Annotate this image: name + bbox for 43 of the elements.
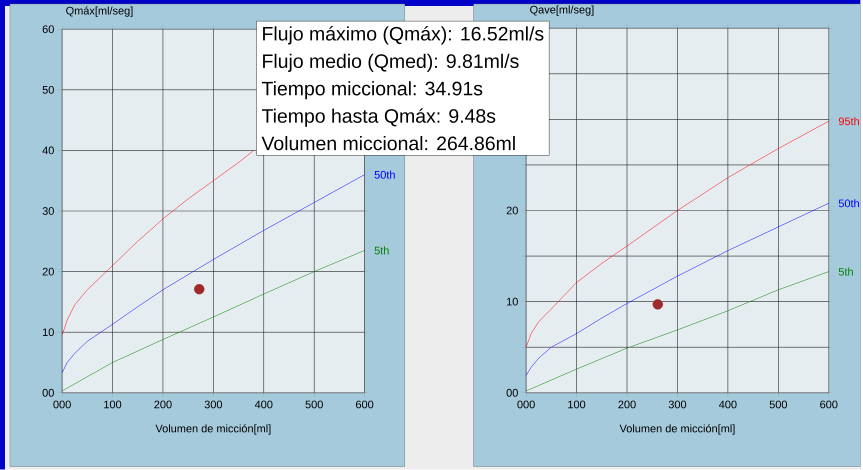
line-series [526, 203, 830, 376]
annotation: Tiempo hasta Qmáx: 9.48s [262, 108, 496, 127]
x-tick-label: 600 [820, 400, 838, 409]
y-axis-title: Qmáx[ml/seg] [66, 6, 132, 17]
x-tick-label: 000 [53, 400, 71, 409]
series-label: 5th [374, 246, 389, 255]
x-tick-label: 100 [568, 400, 586, 409]
x-tick-label: 600 [356, 400, 374, 409]
x-axis-title: Volumen de micción[ml] [620, 424, 735, 435]
series-label: 50th [838, 199, 859, 208]
y-tick-label: 40 [42, 146, 54, 155]
y-tick-label: 20 [42, 268, 54, 276]
y-tick-label: 20 [506, 206, 518, 215]
x-tick-label: 400 [254, 400, 272, 409]
line-series [62, 150, 254, 336]
x-tick-label: 100 [104, 400, 122, 409]
line-series [526, 121, 830, 348]
line-series [526, 272, 830, 392]
x-tick-label: 400 [718, 400, 737, 409]
annotation: Flujo medio (Qmed): 9.81ml/s [263, 54, 519, 72]
y-tick-label: 10 [42, 328, 54, 336]
x-tick-label: 200 [154, 400, 172, 409]
x-tick-label: 300 [204, 400, 222, 409]
series-label: 95th [838, 117, 859, 126]
x-tick-label: 500 [770, 400, 788, 409]
x-axis-title: Volumen de micción[ml] [156, 424, 270, 435]
series-label: 50th [374, 170, 395, 179]
x-tick-label: 500 [305, 400, 323, 409]
x-tick-label: 200 [618, 400, 636, 409]
annotation: Volumen miccional: 264.86ml [262, 136, 515, 150]
y-tick-label: 30 [42, 207, 54, 216]
y-tick-label: 60 [42, 26, 54, 34]
series-label: 5th [838, 268, 853, 276]
y-tick-label: 00 [42, 389, 54, 397]
annotation: Tiempo miccional: 34.91s [262, 81, 482, 100]
annotation: Flujo máximo (Qmáx): 16.52ml/s [263, 26, 544, 45]
y-tick-label: 00 [506, 389, 518, 397]
x-tick-label: 000 [517, 400, 535, 409]
line-series [62, 250, 365, 392]
y-tick-label: 50 [42, 86, 54, 94]
x-tick-label: 300 [668, 400, 686, 409]
y-axis-title: Qave[ml/seg] [530, 6, 594, 16]
y-tick-label: 10 [506, 298, 518, 306]
